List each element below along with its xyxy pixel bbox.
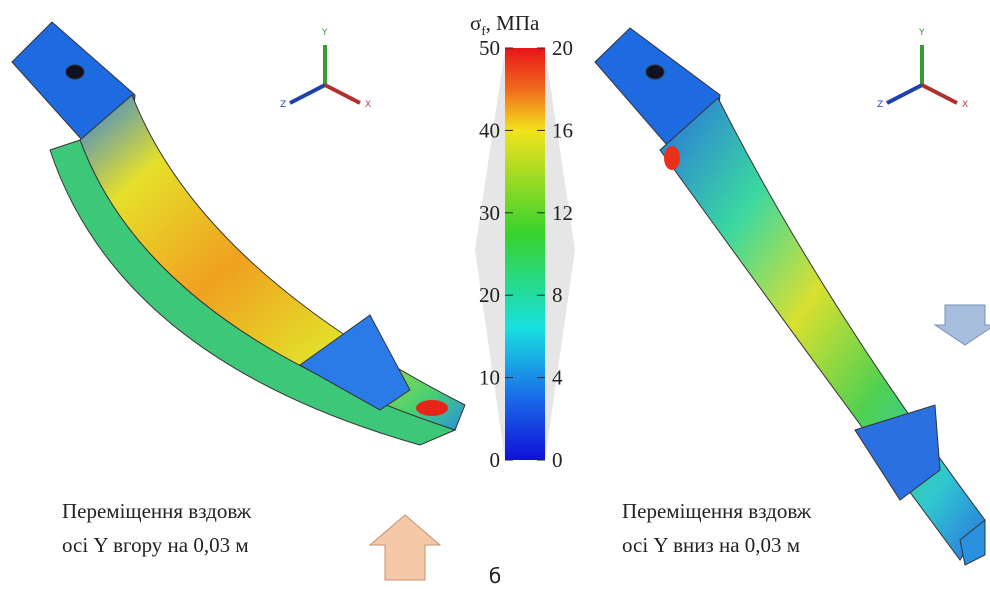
- caption: Переміщення вздовж: [62, 499, 252, 523]
- tick-label: 10: [479, 366, 500, 390]
- left-model: [12, 22, 465, 445]
- axis-label: X: [962, 100, 968, 110]
- caption: осі Y вгору на 0,03 м: [62, 533, 249, 557]
- tick-label: 12: [552, 201, 573, 225]
- figure: σf, МПа 0 10 20 30 40 50 0 4 8 12 16 20 Y Z X Y Z X Пере…: [0, 0, 990, 589]
- caption: Переміщення вздовж: [622, 499, 812, 523]
- tick-label: 40: [479, 118, 500, 142]
- tick-label: 16: [552, 118, 573, 142]
- colorbar-title: σf, МПа: [470, 11, 540, 38]
- colorbar: [505, 48, 545, 460]
- title-symbol: σ: [470, 11, 481, 35]
- axis-x: [922, 85, 957, 103]
- axis-label: Z: [280, 100, 286, 110]
- tick-label: 30: [479, 201, 500, 225]
- axis-z: [887, 85, 922, 103]
- tick-label: 20: [479, 283, 500, 307]
- tick-label: 20: [552, 36, 573, 60]
- axis-label: X: [365, 100, 371, 110]
- up-arrow: [370, 515, 440, 580]
- axis-x: [325, 85, 360, 103]
- tick-label: 4: [552, 366, 563, 390]
- tick-label: 8: [552, 283, 563, 307]
- panel-label: б: [489, 564, 501, 588]
- axis-label: Y: [321, 28, 328, 38]
- down-arrow: [935, 305, 990, 345]
- axis-label: Z: [877, 100, 883, 110]
- title-unit: , МПа: [486, 11, 540, 35]
- tick-label: 0: [490, 448, 501, 472]
- tick-label: 50: [479, 36, 500, 60]
- axis-label: Y: [918, 28, 925, 38]
- right-model: [595, 28, 985, 565]
- tick-label: 0: [552, 448, 563, 472]
- caption: осі Y вниз на 0,03 м: [622, 533, 800, 557]
- axis-z: [290, 85, 325, 103]
